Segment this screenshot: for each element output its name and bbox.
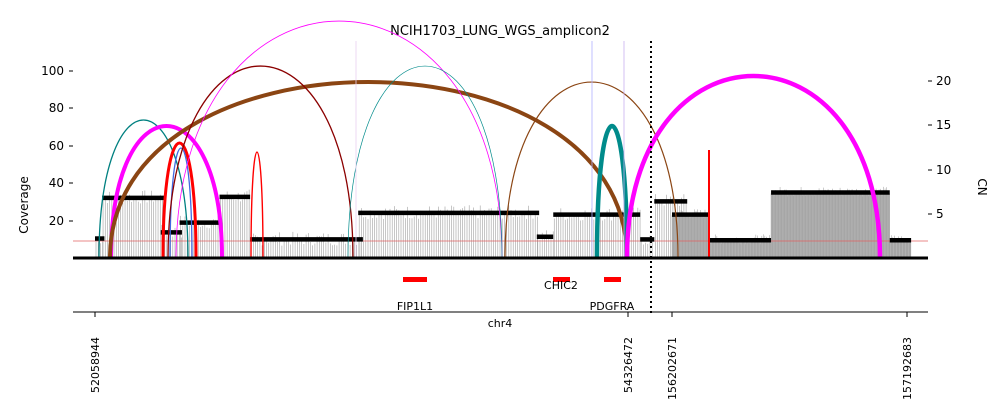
x-tick-label: 52058944 [89, 337, 102, 393]
segment-layer [95, 190, 912, 243]
sv-arc [594, 123, 630, 259]
gene-label-fip1l1: FIP1L1 [397, 300, 433, 313]
left-axis: 20 40 60 80 100 Coverage [17, 64, 73, 234]
right-tick-label: 10 [936, 163, 951, 177]
x-tick-label: 157192683 [901, 337, 914, 400]
genomic-axis: chr4 52058944 54326472 156202671 1571926… [73, 311, 928, 400]
chart-title: NCIH1703_LUNG_WGS_amplicon2 [390, 24, 610, 39]
arc-layer [98, 20, 883, 259]
right-tick-label: 15 [936, 118, 951, 132]
x-tick-label: 156202671 [666, 337, 679, 400]
sv-arc [167, 65, 354, 259]
x-axis-label: chr4 [488, 317, 513, 330]
gene-bar-pdgfra [604, 277, 621, 282]
sv-arc [624, 73, 883, 259]
left-tick-label: 20 [49, 214, 64, 228]
sv-arc [175, 20, 503, 259]
sv-arc [161, 141, 198, 259]
sv-arc [109, 124, 224, 259]
gene-bar-fip1l1 [403, 277, 427, 282]
right-tick-label: 20 [936, 74, 951, 88]
gene-label-chic2: CHIC2 [544, 279, 578, 292]
sv-arc [98, 119, 189, 259]
left-tick-label: 60 [49, 139, 64, 153]
sv-arc [347, 65, 503, 259]
gene-label-pdgfra: PDGFRA [590, 300, 635, 313]
sv-arc [504, 81, 679, 259]
left-tick-label: 100 [41, 64, 64, 78]
sv-arc [108, 80, 629, 259]
right-axis: 5 10 15 20 CN [928, 74, 989, 221]
right-tick-label: 5 [936, 207, 944, 221]
gene-bar-chic2 [553, 277, 570, 282]
left-tick-label: 80 [49, 101, 64, 115]
sv-arc [250, 151, 264, 259]
right-axis-label: CN [975, 178, 989, 195]
left-axis-label: Coverage [17, 176, 31, 234]
gene-track: FIP1L1 CHIC2 PDGFRA [397, 277, 635, 313]
x-tick-label: 54326472 [622, 337, 635, 393]
left-tick-label: 40 [49, 176, 64, 190]
